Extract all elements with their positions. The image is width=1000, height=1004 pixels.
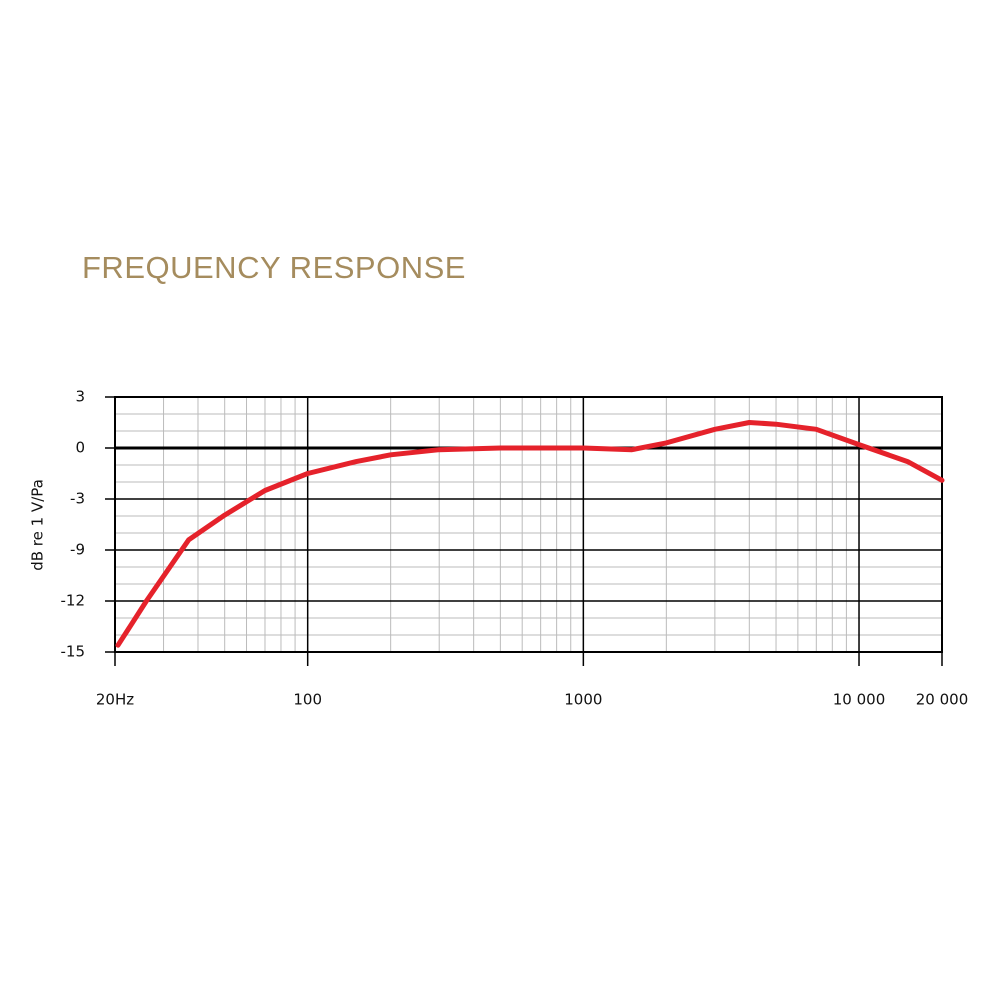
y-tick-label: -15: [61, 643, 86, 661]
y-tick-label: -12: [61, 592, 86, 610]
plot-frame: [114, 396, 943, 653]
x-tick-label: 20Hz: [96, 691, 134, 709]
y-tick-label: -3: [70, 490, 85, 508]
y-tick-label: -9: [70, 541, 85, 559]
response-line: [115, 420, 945, 648]
y-axis-label: dB re 1 V/Pa: [29, 479, 47, 571]
x-tick-label: 1000: [564, 691, 602, 709]
y-tick-label: 0: [75, 439, 85, 457]
x-tick-label: 10 000: [833, 691, 886, 709]
x-tick-label: 20 000: [916, 691, 969, 709]
x-tick-label: 100: [293, 691, 322, 709]
y-tick-label: 3: [75, 388, 85, 406]
chart-title: FREQUENCY RESPONSE: [82, 250, 466, 285]
